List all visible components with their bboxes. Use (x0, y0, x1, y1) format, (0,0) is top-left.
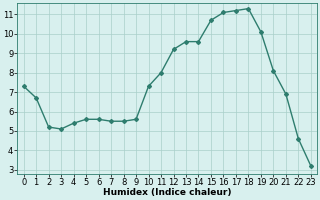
X-axis label: Humidex (Indice chaleur): Humidex (Indice chaleur) (103, 188, 231, 197)
